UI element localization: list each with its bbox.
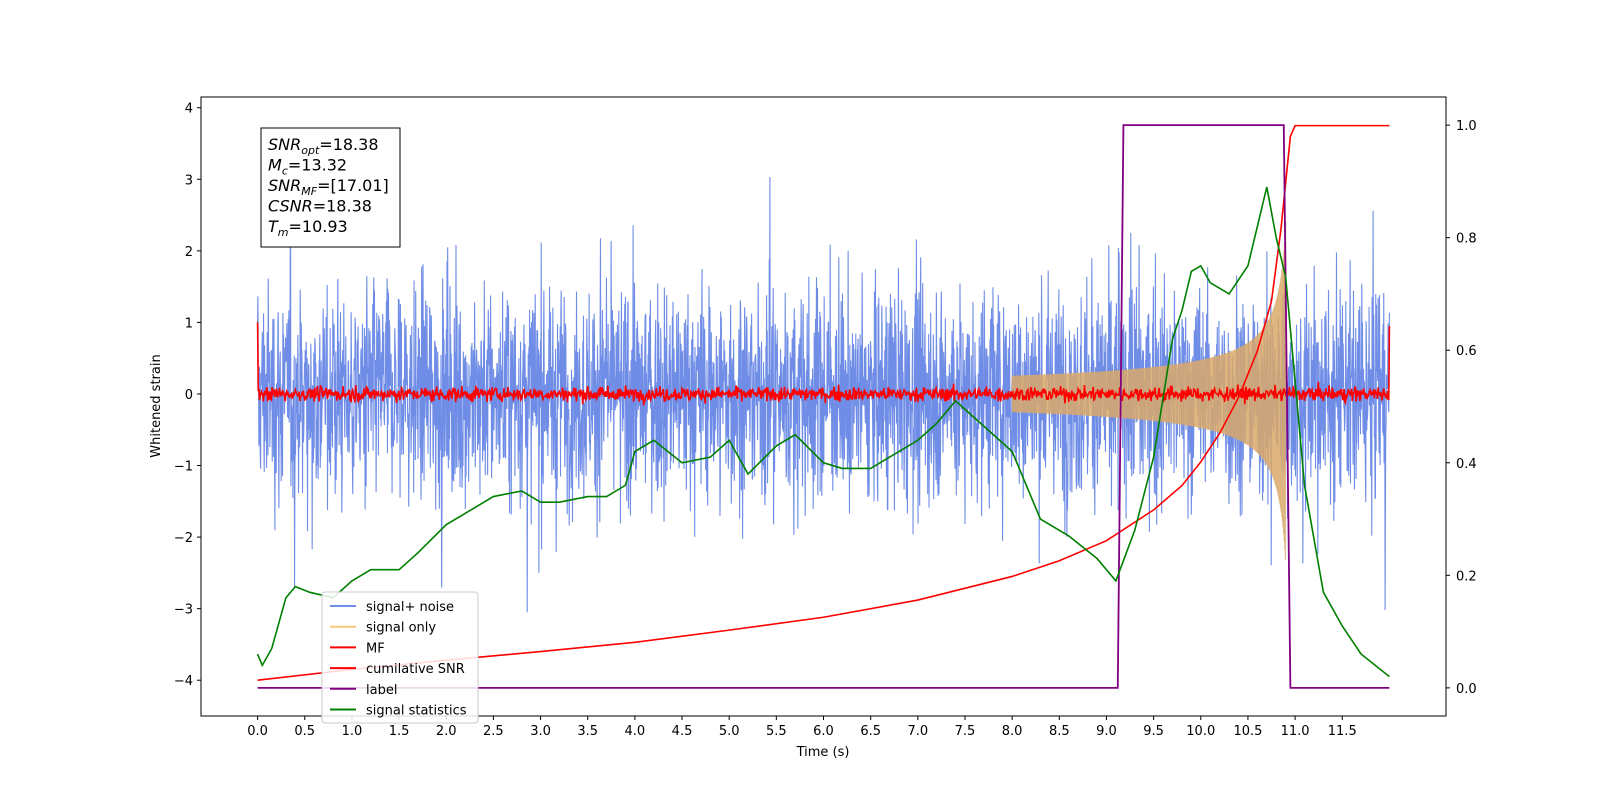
x-tick-label: 0.0: [247, 724, 268, 739]
y-tick-label: 0: [185, 388, 193, 403]
right-tick-label: 0.0: [1456, 682, 1477, 697]
series-label: [257, 124, 1390, 689]
legend-label: label: [366, 683, 397, 698]
legend-label: signal only: [366, 621, 436, 636]
y-tick-label: 1: [185, 316, 193, 331]
right-tick-label: 0.8: [1456, 232, 1477, 247]
annotation-value: =13.32: [288, 156, 347, 175]
y-axis-ticks: 4 3 2 1 0 −1 −2 −3 −4: [174, 102, 201, 689]
y-tick-label: 3: [185, 173, 193, 188]
y-tick-label: −3: [174, 603, 193, 618]
series-mf: [256, 322, 1391, 406]
annotation-value: =18.38: [313, 197, 372, 216]
annotation-subscript: m: [278, 226, 289, 239]
right-axis-ticks: 1.0 0.8 0.6 0.4 0.2 0.0: [1446, 119, 1477, 697]
snr-annotation-box: SNRopt=18.38Mc=13.32SNRMF=[17.01]CSNR=18…: [260, 127, 401, 248]
annotation-line: Mc=13.32: [268, 156, 347, 178]
legend-label: MF: [366, 641, 385, 656]
legend-frame: [321, 591, 479, 724]
x-axis-ticks: 0.0 0.5 1.0 1.5 2.0 2.5 3.0 3.5 4.0 4.5 5.0 5.5 6.0 6…: [247, 716, 1357, 739]
annotation-subscript: c: [282, 165, 288, 178]
x-tick-label: 11.0: [1281, 724, 1310, 739]
annotation-line: SNRMF=[17.01]: [268, 176, 389, 198]
y-tick-label: 4: [185, 102, 193, 117]
x-tick-label: 10.5: [1233, 724, 1262, 739]
annotation-frame: [260, 127, 401, 248]
y-tick-label: −2: [174, 531, 193, 546]
annotation-symbol: T: [268, 217, 279, 236]
x-tick-label: 7.0: [907, 724, 928, 739]
x-tick-label: 2.0: [436, 724, 457, 739]
y-axis-label: Whitened strain: [149, 354, 164, 457]
annotation-symbol: CSNR: [268, 197, 313, 216]
x-tick-label: 0.5: [294, 724, 315, 739]
x-tick-label: 10.0: [1186, 724, 1215, 739]
x-tick-label: 3.5: [577, 724, 598, 739]
x-tick-label: 5.0: [719, 724, 740, 739]
annotation-symbol: SNR: [268, 176, 301, 195]
series-signal-plus-noise: [257, 177, 1390, 613]
series-signal-statistics: [256, 186, 1390, 678]
x-tick-label: 8.5: [1049, 724, 1070, 739]
y-tick-label: 2: [185, 245, 193, 260]
annotation-line: SNRopt=18.38: [268, 135, 379, 157]
x-tick-label: 6.0: [813, 724, 834, 739]
legend: signal+ noise signal only MF cumilative SNR…: [321, 591, 479, 724]
x-axis-label: Time (s): [796, 745, 850, 760]
right-tick-label: 0.4: [1456, 457, 1477, 472]
x-tick-label: 9.5: [1143, 724, 1164, 739]
y-tick-label: −1: [174, 460, 193, 475]
right-tick-label: 1.0: [1456, 119, 1477, 134]
legend-label: signal+ noise: [366, 600, 454, 615]
x-tick-label: 9.0: [1096, 724, 1117, 739]
x-tick-label: 1.5: [389, 724, 410, 739]
data-layer: [256, 124, 1391, 689]
annotation-line: CSNR=18.38: [268, 197, 372, 216]
annotation-line: Tm=10.93: [268, 217, 348, 239]
x-tick-label: 7.5: [955, 724, 976, 739]
legend-label: cumilative SNR: [366, 662, 465, 677]
x-tick-label: 3.0: [530, 724, 551, 739]
right-tick-label: 0.6: [1456, 344, 1477, 359]
series-cumulative-snr: [257, 124, 1390, 682]
x-tick-label: 6.5: [860, 724, 881, 739]
x-tick-label: 8.0: [1002, 724, 1023, 739]
x-tick-label: 5.5: [766, 724, 787, 739]
y-tick-label: −4: [174, 674, 193, 689]
annotation-symbol: M: [268, 156, 282, 175]
annotation-value: =10.93: [289, 217, 348, 236]
annotation-value: =[17.01]: [317, 176, 389, 195]
series-signal-only: [1011, 222, 1287, 560]
annotation-subscript: opt: [301, 144, 320, 157]
x-tick-label: 1.0: [342, 724, 363, 739]
x-tick-label: 2.5: [483, 724, 504, 739]
x-tick-label: 4.0: [625, 724, 646, 739]
legend-label: signal statistics: [366, 704, 467, 719]
x-tick-label: 11.5: [1328, 724, 1357, 739]
annotation-symbol: SNR: [268, 135, 301, 154]
annotation-subscript: MF: [301, 185, 317, 198]
annotation-value: =18.38: [319, 135, 378, 154]
x-tick-label: 4.5: [672, 724, 693, 739]
right-tick-label: 0.2: [1456, 569, 1477, 584]
